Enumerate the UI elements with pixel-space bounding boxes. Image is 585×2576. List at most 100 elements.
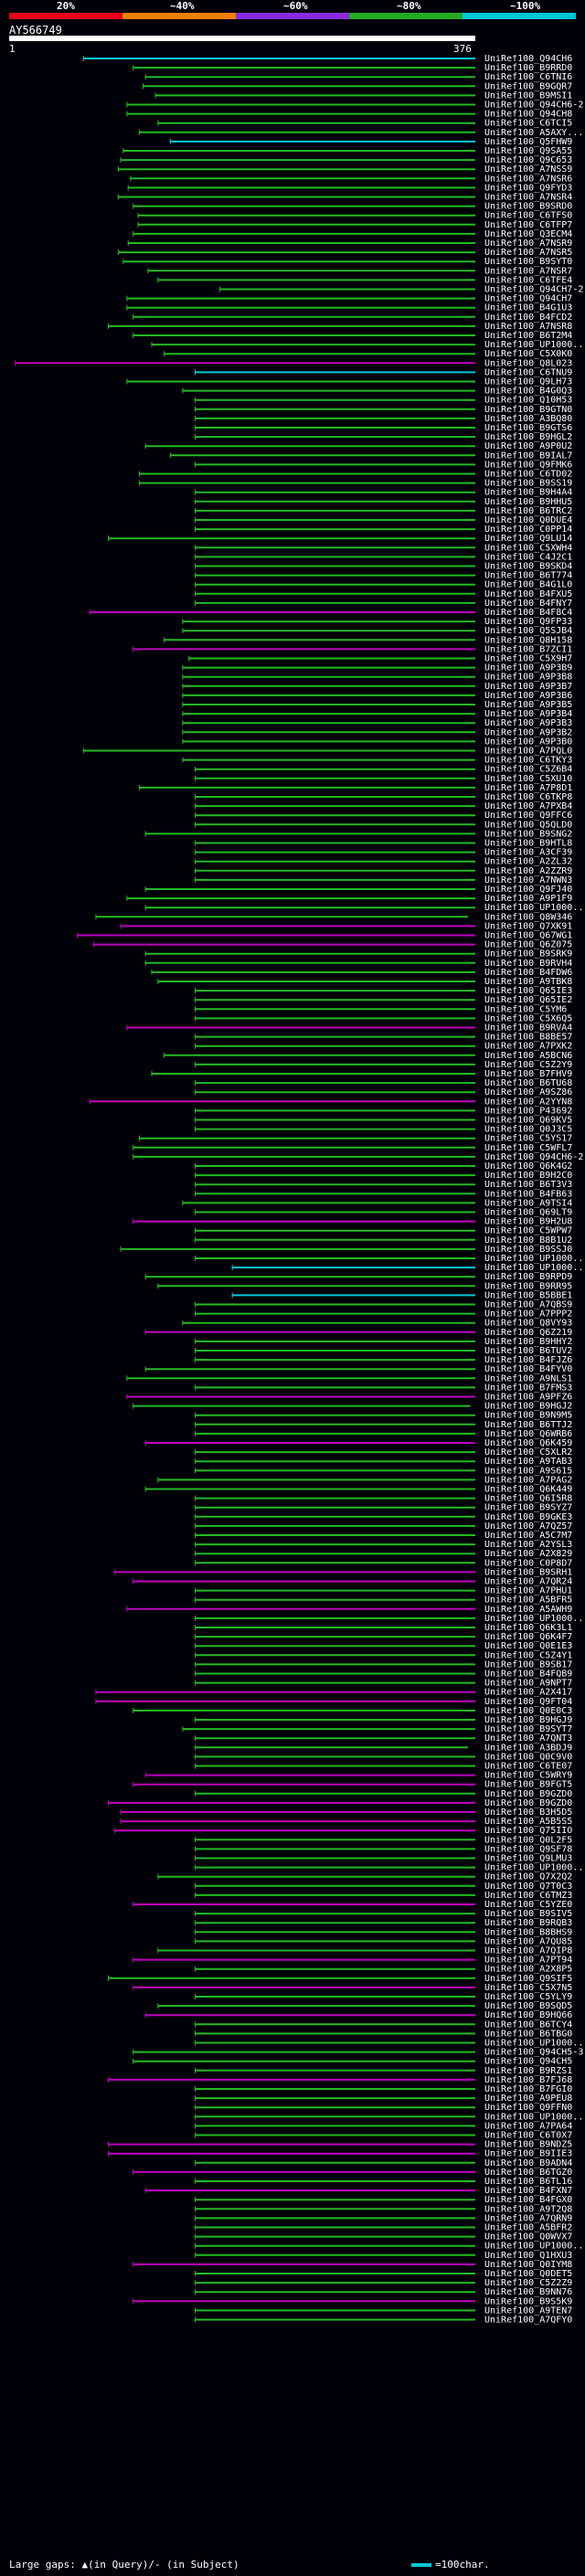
hit-label[interactable]: UniRef100_B7FGI0 [484, 2084, 572, 2094]
hit-label[interactable]: UniRef100_A3BDJ9 [484, 1743, 572, 1753]
hit-label[interactable]: UniRef100_C4J2C1 [484, 552, 572, 562]
hit-label[interactable]: UniRef100_Q94CH7-2 [484, 285, 583, 295]
hit-label[interactable]: UniRef100_Q6K4F7 [484, 1632, 572, 1642]
hit-label[interactable]: UniRef100_B9SSJ0 [484, 1245, 572, 1255]
hit-label[interactable]: UniRef100_B4FQB9 [484, 1670, 572, 1680]
hit-label[interactable]: UniRef100_Q6K4G2 [484, 1161, 572, 1171]
hit-label[interactable]: UniRef100_C5X0K0 [484, 349, 572, 359]
hit-label[interactable]: UniRef100_B9SQD5 [484, 2001, 572, 2011]
hit-label[interactable]: UniRef100_B9SB17 [484, 1659, 572, 1670]
hit-label[interactable]: UniRef100_B9H2C0 [484, 1171, 572, 1181]
hit-label[interactable]: UniRef100_A3CF39 [484, 848, 572, 858]
hit-label[interactable]: UniRef100_Q7XK91 [484, 921, 572, 931]
hit-label[interactable]: UniRef100_UP1000... [484, 1614, 585, 1624]
hit-label[interactable]: UniRef100_Q9FYD3 [484, 183, 572, 193]
hit-label[interactable]: UniRef100_B9SS19 [484, 479, 572, 489]
hit-label[interactable]: UniRef100_B7ZCI1 [484, 644, 572, 654]
hit-label[interactable]: UniRef100_C6TFP7 [484, 220, 572, 230]
hit-label[interactable]: UniRef100_C0P8D7 [484, 1558, 572, 1568]
hit-label[interactable]: UniRef100_B4F8C4 [484, 608, 572, 618]
hit-label[interactable]: UniRef100_C5WFL7 [484, 1143, 572, 1153]
hit-label[interactable]: UniRef100_C5XU10 [484, 774, 572, 784]
hit-label[interactable]: UniRef100_B9SKD4 [484, 562, 572, 572]
hit-label[interactable]: UniRef100_C6TCI5 [484, 119, 572, 129]
hit-label[interactable]: UniRef100_Q69KV5 [484, 1116, 572, 1126]
hit-label[interactable]: UniRef100_A9SZ86 [484, 1087, 572, 1097]
hit-label[interactable]: UniRef100_A7QNT3 [484, 1733, 572, 1744]
hit-label[interactable]: UniRef100_B9HGJ9 [484, 1715, 572, 1725]
hit-label[interactable]: UniRef100_A9P1F9 [484, 894, 572, 904]
hit-label[interactable]: UniRef100_B9NDZ5 [484, 2140, 572, 2150]
hit-label[interactable]: UniRef100_C6TKP8 [484, 792, 572, 802]
hit-label[interactable]: UniRef100_Q94CH6-2 [484, 1152, 583, 1162]
hit-label[interactable]: UniRef100_A2X417 [484, 1688, 572, 1698]
hit-label[interactable]: UniRef100_B9GKE3 [484, 1512, 572, 1522]
hit-label[interactable]: UniRef100_B9RPD9 [484, 1272, 572, 1282]
hit-label[interactable]: UniRef100_Q0J3C5 [484, 1125, 572, 1135]
hit-label[interactable]: UniRef100_B4FXN7 [484, 2186, 572, 2196]
hit-label[interactable]: UniRef100_UP1000... [484, 2039, 585, 2049]
hit-label[interactable]: UniRef100_C5Z2Y9 [484, 1060, 572, 1070]
hit-label[interactable]: UniRef100_B9SYT0 [484, 257, 572, 267]
hit-label[interactable]: UniRef100_B9MSI1 [484, 90, 572, 101]
hit-label[interactable]: UniRef100_Q9LH73 [484, 377, 572, 387]
hit-label[interactable]: UniRef100_A7NSR7 [484, 266, 572, 276]
hit-label[interactable]: UniRef100_A9P3B8 [484, 673, 572, 683]
hit-label[interactable]: UniRef100_B3H5D5 [484, 1807, 572, 1818]
hit-label[interactable]: UniRef100_A5BFR5 [484, 1595, 572, 1606]
hit-label[interactable]: UniRef100_C5YM6 [484, 1004, 567, 1014]
hit-label[interactable]: UniRef100_B9SYZ7 [484, 1503, 572, 1513]
hit-label[interactable]: UniRef100_B4FDW6 [484, 968, 572, 978]
hit-label[interactable]: UniRef100_Q65IE3 [484, 986, 572, 996]
hit-label[interactable]: UniRef100_B9SRK9 [484, 949, 572, 959]
hit-label[interactable]: UniRef100_A7NWN3 [484, 875, 572, 885]
hit-label[interactable]: UniRef100_Q9FFC6 [484, 811, 572, 821]
hit-label[interactable]: UniRef100_UP1000... [484, 340, 585, 350]
hit-label[interactable]: UniRef100_Q5FHW9 [484, 137, 572, 147]
hit-label[interactable]: UniRef100_B9GZD0 [484, 1798, 572, 1808]
hit-label[interactable]: UniRef100_B4G0Q3 [484, 387, 572, 397]
hit-label[interactable]: UniRef100_Q5SJB4 [484, 626, 572, 636]
hit-label[interactable]: UniRef100_C6TKY3 [484, 756, 572, 766]
hit-label[interactable]: UniRef100_A9P3B3 [484, 718, 572, 728]
hit-label[interactable]: UniRef100_A9P3B2 [484, 727, 572, 737]
hit-label[interactable]: UniRef100_B9RVA4 [484, 1023, 572, 1034]
hit-label[interactable]: UniRef100_B4FNY7 [484, 599, 572, 609]
hit-label[interactable]: UniRef100_A9NLS1 [484, 1373, 572, 1383]
hit-label[interactable]: UniRef100_Q3ECM4 [484, 229, 572, 239]
hit-label[interactable]: UniRef100_Q75IIO [484, 1826, 572, 1836]
hit-label[interactable]: UniRef100_Q6WRB6 [484, 1429, 572, 1439]
hit-label[interactable]: UniRef100_B9HHY2 [484, 1337, 572, 1347]
hit-label[interactable]: UniRef100_A7NSR8 [484, 322, 572, 332]
hit-label[interactable]: UniRef100_A7NSR9 [484, 239, 572, 249]
hit-label[interactable]: UniRef100_C6T0X7 [484, 2131, 572, 2141]
hit-label[interactable]: UniRef100_B4FXU5 [484, 589, 572, 599]
hit-label[interactable]: UniRef100_C5Z6B4 [484, 765, 572, 775]
hit-label[interactable]: UniRef100_Q0C9V0 [484, 1752, 572, 1762]
hit-label[interactable]: UniRef100_Q94CH5-3 [484, 2048, 583, 2058]
hit-label[interactable]: UniRef100_B9RR95 [484, 1281, 572, 1291]
hit-label[interactable]: UniRef100_B5BBE1 [484, 1290, 572, 1300]
hit-label[interactable]: UniRef100_B6TU68 [484, 1078, 572, 1088]
hit-label[interactable]: UniRef100_B4FYV0 [484, 1364, 572, 1374]
hit-label[interactable]: UniRef100_C6TFE4 [484, 275, 572, 285]
hit-label[interactable]: UniRef100_A7PHU1 [484, 1586, 572, 1596]
hit-label[interactable]: UniRef100_A2YSL3 [484, 1540, 572, 1550]
hit-label[interactable]: UniRef100_A7PA64 [484, 2121, 572, 2131]
hit-label[interactable]: UniRef100_A7NSR5 [484, 248, 572, 258]
hit-label[interactable]: UniRef100_A7NSS9 [484, 164, 572, 175]
hit-label[interactable]: UniRef100_A9PEU8 [484, 2094, 572, 2104]
hit-label[interactable]: UniRef100_A7QRN9 [484, 2213, 572, 2223]
hit-label[interactable]: UniRef100_A5B5S5 [484, 1817, 572, 1827]
hit-label[interactable]: UniRef100_C5XLR2 [484, 1447, 572, 1458]
hit-label[interactable]: UniRef100_Q6Z075 [484, 940, 572, 950]
hit-label[interactable]: UniRef100_B9H4A4 [484, 488, 572, 498]
hit-label[interactable]: UniRef100_UP1000... [484, 1254, 585, 1264]
hit-label[interactable]: UniRef100_Q9FP33 [484, 617, 572, 627]
hit-label[interactable]: UniRef100_B9HHU5 [484, 497, 572, 507]
hit-label[interactable]: UniRef100_Q0E0C3 [484, 1706, 572, 1716]
hit-label[interactable]: UniRef100_B9RZS1 [484, 2066, 572, 2076]
hit-label[interactable]: UniRef100_C5X6Q5 [484, 1013, 572, 1023]
hit-label[interactable]: UniRef100_Q8H158 [484, 635, 572, 645]
hit-label[interactable]: UniRef100_Q0WVX7 [484, 2232, 572, 2242]
